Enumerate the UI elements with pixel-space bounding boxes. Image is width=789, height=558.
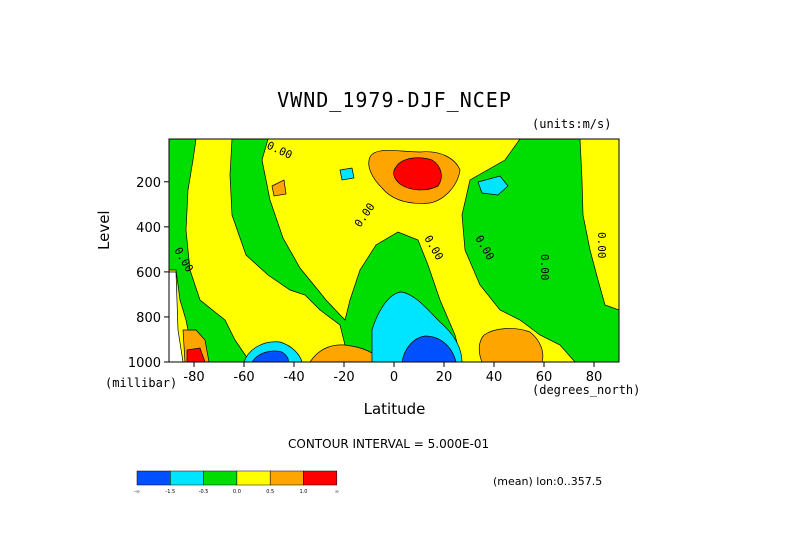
legend-level-label: -1.5 <box>165 489 175 495</box>
legend-level-label: 0.5 <box>266 489 274 495</box>
positive-cell-upper-south <box>271 179 287 197</box>
legend-level-label: -∞ <box>134 489 140 495</box>
y-axis-unit: (millibar) <box>105 376 178 390</box>
color-legend: -∞ -1.5 -0.5 0.0 0.5 1.0 ∞ <box>134 470 339 495</box>
minimum-core-south-midlat <box>251 350 289 363</box>
contour-value-label: 0.00 <box>595 232 608 259</box>
units-note: (units:m/s) <box>532 117 612 131</box>
negative-cell-upper-north <box>477 175 509 196</box>
y-tick-label: 1000 <box>128 356 161 371</box>
x-tick-label: 60 <box>536 370 553 385</box>
y-tick-label: 400 <box>136 221 161 236</box>
negative-cell-upper-center <box>339 167 355 181</box>
x-tick-label: -40 <box>283 370 304 385</box>
x-axis-label: Latitude <box>363 400 426 418</box>
contour-fields <box>168 138 620 363</box>
legend-color-box <box>236 470 271 486</box>
contour-value-label: 0.00 <box>538 254 551 281</box>
legend-level-label: 1.0 <box>300 489 308 495</box>
x-tick-label: 20 <box>436 370 453 385</box>
x-tick-label: -60 <box>233 370 254 385</box>
y-tick-label: 200 <box>136 176 161 191</box>
x-tick-label: 80 <box>586 370 603 385</box>
positive-region-center <box>261 138 576 363</box>
maximum-core-upper <box>393 157 442 191</box>
legend-color-box <box>136 470 171 486</box>
legend-color-box <box>303 470 338 486</box>
legend-color-box <box>269 470 304 486</box>
x-axis-unit: (degrees_north) <box>532 383 641 397</box>
chart-title: VWND_1979-DJF_NCEP <box>277 88 512 112</box>
x-tick-label: -20 <box>333 370 354 385</box>
legend-level-label: 0.0 <box>233 489 241 495</box>
legend-level-label: ∞ <box>335 489 339 495</box>
y-tick-label: 600 <box>136 266 161 281</box>
mean-longitude-note: (mean) lon:0..357.5 <box>493 475 603 488</box>
x-tick-label: 0 <box>390 370 398 385</box>
y-tick-label: 800 <box>136 311 161 326</box>
legend-color-box <box>170 470 204 486</box>
legend-level-label: -0.5 <box>199 489 209 495</box>
contour-interval-note: CONTOUR INTERVAL = 5.000E-01 <box>288 437 490 451</box>
x-tick-label: 40 <box>486 370 503 385</box>
positive-cell-surface-north <box>478 328 544 363</box>
legend-color-box <box>203 470 238 486</box>
x-tick-label: -80 <box>183 370 204 385</box>
plot-axes: -80 -60 -40 -20 0 20 40 60 80 200 400 600 800 1000 <box>128 138 620 385</box>
minimum-core-tropics <box>401 335 457 363</box>
